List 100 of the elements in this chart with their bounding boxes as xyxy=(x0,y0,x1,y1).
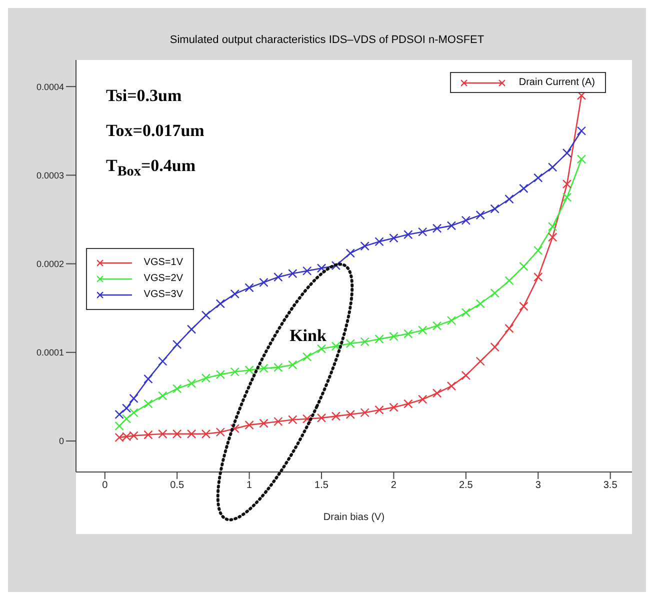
point xyxy=(346,248,355,258)
point xyxy=(461,308,471,318)
point xyxy=(288,415,298,424)
point xyxy=(331,342,341,351)
point xyxy=(129,408,138,418)
point xyxy=(129,394,138,404)
point xyxy=(274,272,283,282)
point xyxy=(216,428,226,437)
point xyxy=(172,429,182,438)
point xyxy=(446,221,456,230)
point xyxy=(504,276,514,286)
y-tick-label: 0.0002 xyxy=(36,258,64,269)
point xyxy=(418,326,428,335)
point xyxy=(548,162,558,172)
point xyxy=(519,302,528,311)
x-axis-title: Drain bias (V) xyxy=(323,512,385,523)
point xyxy=(360,408,370,418)
point xyxy=(461,370,471,380)
point xyxy=(158,429,168,438)
point xyxy=(562,179,572,189)
y-axis-title: Drain Current (A) xyxy=(518,77,595,88)
point xyxy=(432,224,442,233)
point xyxy=(519,184,528,194)
point xyxy=(186,378,196,388)
point xyxy=(476,299,485,308)
point xyxy=(360,337,370,346)
chart-title: Simulated output characteristics IDS–VDS of PDSOI n-MOSFET xyxy=(168,34,486,46)
legend-label: VGS=1V xyxy=(144,256,183,270)
point xyxy=(158,356,168,366)
point xyxy=(172,340,182,350)
x-tick-label: 0.5 xyxy=(170,480,184,492)
point xyxy=(122,414,132,424)
annotation: Tox=0.017um xyxy=(106,120,204,142)
point xyxy=(259,364,268,373)
point xyxy=(490,204,500,214)
point xyxy=(404,329,413,338)
point xyxy=(446,381,456,391)
point xyxy=(446,316,456,326)
point xyxy=(216,299,226,308)
point xyxy=(476,356,485,366)
point xyxy=(374,405,384,415)
point xyxy=(504,324,514,334)
point xyxy=(576,126,586,136)
point xyxy=(230,424,240,434)
point xyxy=(302,266,312,276)
point xyxy=(418,394,428,404)
x-tick-label: 2.5 xyxy=(458,480,474,492)
point xyxy=(274,362,283,372)
point xyxy=(201,429,211,438)
legend-label: VGS=3V xyxy=(144,288,183,302)
point xyxy=(158,391,168,400)
point xyxy=(404,399,413,408)
point xyxy=(316,344,326,354)
point xyxy=(346,338,355,348)
point xyxy=(274,416,283,426)
point xyxy=(548,232,558,242)
point xyxy=(374,237,384,246)
point xyxy=(562,148,572,158)
point xyxy=(316,413,326,423)
point xyxy=(389,402,398,412)
x-tick-label: 2 xyxy=(390,480,397,492)
y-tick-label: 0.0001 xyxy=(36,348,64,358)
point xyxy=(576,154,586,164)
x-tick-label: 3.5 xyxy=(603,480,618,492)
x-tick-label: 1.5 xyxy=(314,480,329,492)
point xyxy=(172,384,182,394)
annotation: T$_{Box}$=0.4um xyxy=(106,155,197,182)
point xyxy=(244,420,254,430)
caption-box: Drain Current (A) xyxy=(450,72,606,93)
point xyxy=(534,246,543,256)
point xyxy=(201,373,211,383)
y-tick-label: 0 xyxy=(58,436,64,446)
point xyxy=(201,310,211,320)
point xyxy=(490,342,500,352)
x-tick-label: 3 xyxy=(535,480,542,492)
point xyxy=(259,418,268,428)
point xyxy=(519,262,528,272)
x-tick-label: 0 xyxy=(102,480,108,492)
annotation: Tsi=0.3um xyxy=(106,85,183,107)
point xyxy=(534,272,543,282)
point xyxy=(114,421,124,431)
point xyxy=(418,227,428,236)
point xyxy=(360,241,370,251)
point xyxy=(244,283,254,292)
annotation: Kink xyxy=(290,326,326,346)
point xyxy=(374,334,384,344)
point xyxy=(562,192,572,202)
point xyxy=(216,370,226,380)
point xyxy=(548,222,558,232)
point xyxy=(288,360,298,370)
point xyxy=(346,410,355,420)
point xyxy=(144,399,153,408)
point xyxy=(504,194,514,204)
point xyxy=(144,374,153,384)
point xyxy=(432,321,442,330)
x-tick-label: 1 xyxy=(246,480,253,492)
y-tick-label: 0.0003 xyxy=(36,170,64,180)
point xyxy=(302,414,312,424)
point xyxy=(389,332,398,342)
y-tick-label: 0.0004 xyxy=(36,82,64,92)
